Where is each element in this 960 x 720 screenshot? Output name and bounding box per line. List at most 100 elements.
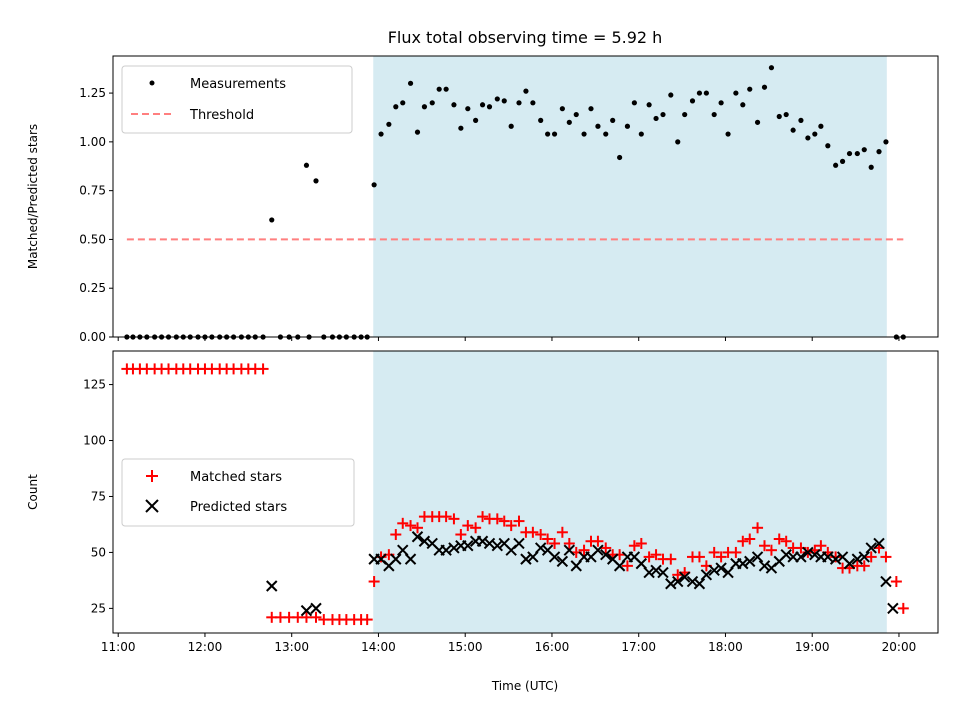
measurement-point	[660, 111, 666, 118]
predicted-star-point	[534, 542, 547, 554]
predicted-star-point	[462, 540, 474, 552]
measurement-point	[451, 102, 457, 108]
top-x-ticks	[117, 337, 900, 341]
predicted-star-point	[887, 602, 899, 615]
matched-star-point	[491, 513, 503, 525]
x-tick-label: 18:00	[708, 640, 743, 654]
y-tick-label: 1.00	[79, 135, 106, 149]
matched-star-point	[300, 611, 312, 623]
y-tick-label: 25	[91, 601, 106, 615]
legend-measurements-marker	[149, 80, 155, 86]
measurement-point	[303, 162, 310, 168]
bottom-legend: Matched stars Predicted stars	[121, 458, 355, 527]
y-tick-label: 0.75	[79, 184, 106, 198]
matched-star-point	[592, 535, 604, 547]
matched-star-point	[650, 549, 662, 561]
measurement-point	[846, 150, 853, 157]
measurement-point	[573, 111, 579, 118]
predicted-star-point	[440, 544, 452, 556]
legend-measurements-label: Measurements	[190, 77, 286, 92]
measurement-point	[790, 127, 796, 133]
measurement-point	[861, 147, 867, 153]
matched-star-point	[880, 551, 892, 563]
matched-star-point	[815, 540, 827, 552]
top-y-ticks: 0.00 0.25 0.50 0.75 1.00 1.25	[79, 86, 113, 344]
y-tick-label: 100	[83, 434, 106, 448]
measurement-point	[703, 90, 709, 96]
matched-star-point	[405, 520, 417, 532]
predicted-star-point	[822, 551, 834, 563]
matched-star-point	[830, 551, 842, 563]
measurement-point	[668, 92, 674, 98]
x-tick-label: 19:00	[795, 640, 830, 654]
predicted-star-point	[700, 569, 713, 581]
measurement-point	[653, 115, 659, 122]
measurement-point	[501, 98, 507, 104]
predicted-star-point	[665, 578, 677, 590]
matched-star-point	[628, 540, 640, 552]
predicted-star-point	[563, 544, 576, 556]
x-tick-label: 11:00	[101, 640, 136, 654]
top-panel: 0.00 0.25 0.50 0.75 1.00 1.25 Matched/Predict…	[26, 55, 939, 344]
matched-star-point	[765, 544, 777, 556]
measurement-point	[798, 117, 804, 123]
y-tick-label: 125	[83, 378, 106, 392]
matched-star-point	[693, 551, 705, 563]
measurement-point	[646, 102, 652, 108]
measurement-point	[559, 106, 565, 112]
matched-star-point	[643, 551, 655, 563]
measurement-point	[754, 119, 761, 125]
measurement-point	[689, 98, 696, 104]
matched-star-point	[730, 546, 742, 558]
measurement-point	[682, 111, 688, 118]
observing-window-bottom	[373, 351, 887, 633]
matched-star-point	[578, 544, 590, 556]
y-tick-label: 1.25	[79, 86, 106, 100]
measurement-point	[393, 104, 399, 110]
matched-star-point	[535, 529, 547, 541]
matched-star-point	[600, 542, 612, 554]
measurement-point	[508, 123, 514, 129]
matched-star-point	[897, 602, 909, 614]
measurement-point	[479, 102, 486, 108]
predicted-star-point	[693, 578, 706, 590]
measurement-point	[776, 113, 782, 120]
matched-star-point	[744, 533, 756, 545]
matched-star-point	[549, 537, 561, 549]
matched-star-point	[448, 513, 460, 525]
measurement-point	[421, 104, 428, 110]
measurement-point	[839, 158, 846, 164]
matched-star-point	[563, 537, 575, 549]
legend-predicted-label: Predicted stars	[190, 500, 287, 515]
x-tick-label: 13:00	[274, 640, 309, 654]
predicted-star-point	[880, 575, 892, 588]
x-tick-label: 20:00	[882, 640, 917, 654]
predicted-star-point	[795, 551, 807, 563]
matched-star-point	[470, 522, 482, 534]
measurement-point	[768, 65, 775, 71]
y-tick-label: 0.00	[79, 330, 106, 344]
top-y-axis-label: Matched/Predicted stars	[26, 124, 40, 269]
predicted-star-point	[686, 575, 699, 588]
matched-star-point	[455, 529, 467, 541]
predicted-star-point	[829, 553, 842, 565]
predicted-star-point	[722, 566, 734, 579]
measurement-point	[783, 111, 789, 118]
matched-star-point	[780, 535, 792, 547]
predicted-star-point	[483, 537, 496, 550]
matched-star-point	[708, 546, 720, 558]
measurement-point	[538, 117, 544, 123]
measurement-point	[805, 135, 811, 141]
measurement-point	[378, 131, 384, 137]
measurement-point	[443, 86, 449, 92]
matched-star-point	[513, 515, 525, 527]
legend-threshold-label: Threshold	[189, 108, 254, 123]
predicted-star-point	[858, 551, 870, 563]
observing-window-top	[373, 56, 887, 337]
predicted-star-point	[613, 560, 626, 572]
measurement-point	[812, 131, 818, 137]
matched-star-point	[773, 533, 785, 545]
measurement-point	[313, 178, 319, 184]
predicted-star-point	[397, 544, 409, 556]
